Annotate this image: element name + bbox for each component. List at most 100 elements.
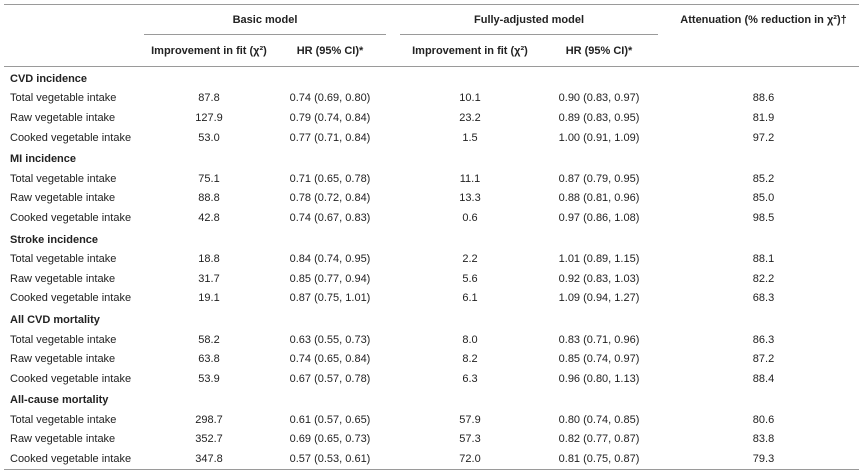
full-improvement-cell: 13.3 [459,192,481,205]
basic-improvement-cell: 87.8 [198,92,220,105]
gap-cell [658,349,668,369]
gap-cell [386,169,400,189]
basic-hr-cell: 0.63 (0.55, 0.73) [289,333,371,346]
header-fully-adjusted-model: Fully-adjusted model [400,4,659,35]
attenuation-cell: 86.3 [752,333,775,346]
row-label: Raw vegetable intake [10,272,116,285]
attenuation-cell: 79.3 [668,449,860,470]
basic-hr-cell: 0.87 (0.75, 1.01) [289,292,371,305]
attenuation-cell: 81.9 [752,111,775,124]
section-title: All-cause mortality [10,394,109,407]
table-row: Total vegetable intake 18.8 0.84 (0.74, 0.… [4,249,859,269]
gap-cell [386,208,400,228]
table-row: Cooked vegetable intake 42.8 0.74 (0.67, 0… [4,208,859,228]
basic-hr-cell: 0.84 (0.74, 0.95) [289,253,371,266]
full-improvement-cell: 0.6 [462,211,478,224]
attenuation-cell: 88.1 [752,253,775,266]
full-hr-cell: 1.09 (0.94, 1.27) [558,292,640,305]
full-improvement-cell: 6.1 [462,292,478,305]
attenuation-cell: 88.4 [752,372,775,385]
gap-cell [386,189,400,209]
gap-cell [658,269,668,289]
attenuation-cell: 97.2 [752,131,775,144]
row-label: Total vegetable intake [10,333,117,346]
gap-cell [386,128,400,148]
attenuation-cell: 83.8 [752,433,775,446]
full-hr-cell: 0.85 (0.74, 0.97) [558,353,640,366]
full-improvement-cell: 5.6 [462,272,478,285]
header-blank [4,4,144,35]
basic-hr-cell: 0.71 (0.65, 0.78) [289,172,371,185]
header-basic-improvement: Improvement in fit (χ²) [144,34,274,67]
table-header: Basic model Fully-adjusted model Attenua… [4,4,860,67]
basic-hr-cell: 0.74 (0.67, 0.83) [289,211,371,224]
header-gap [386,34,400,67]
full-improvement-cell: 23.2 [459,111,481,124]
full-improvement-cell: 57.9 [459,413,481,426]
section-row: CVD incidence [4,67,859,89]
full-improvement-cell: 8.0 [462,333,478,346]
full-hr-cell: 0.89 (0.83, 0.95) [558,111,640,124]
row-label: Raw vegetable intake [10,111,116,124]
row-label: Raw vegetable intake [10,433,116,446]
table-body: CVD incidence Total vegetable intake 87.8 0… [4,67,860,470]
header-blank [4,34,144,67]
full-hr-cell: 0.92 (0.83, 1.03) [558,272,640,285]
gap-cell [658,89,668,109]
table-row: Raw vegetable intake 352.7 0.69 (0.65, 0.7… [4,430,859,450]
table-row: Raw vegetable intake 88.8 0.78 (0.72, 0.84… [4,189,859,209]
basic-improvement-cell: 31.7 [198,272,220,285]
gap-cell [386,269,400,289]
row-label: Cooked vegetable intake [10,372,132,385]
gap-cell [658,189,668,209]
attenuation-cell: 85.2 [752,172,775,185]
header-gap [658,34,669,67]
gap-cell [386,89,400,109]
gap-cell [386,449,400,470]
table-row: Total vegetable intake 58.2 0.63 (0.55, 0.… [4,330,859,350]
row-label: Cooked vegetable intake [10,211,132,224]
section-row: All-cause mortality [4,389,859,411]
basic-improvement-cell: 298.7 [195,413,223,426]
gap-cell [658,449,669,470]
basic-improvement-cell: 127.9 [195,111,223,124]
header-gap [658,4,669,35]
basic-improvement-cell: 75.1 [198,172,220,185]
header-full-hr: HR (95% CI)* [540,34,659,67]
basic-hr-cell: 0.79 (0.74, 0.84) [289,111,371,124]
full-improvement-cell: 11.1 [459,172,481,185]
full-hr-cell: 0.90 (0.83, 0.97) [558,92,640,105]
row-label: Raw vegetable intake [10,192,116,205]
attenuation-cell: 87.2 [752,353,775,366]
full-improvement-cell: 1.5 [462,131,478,144]
gap-cell [386,289,400,309]
header-full-improvement: Improvement in fit (χ²) [400,34,540,67]
gap-cell [658,330,668,350]
basic-hr-cell: 0.74 (0.65, 0.84) [289,353,371,366]
gap-cell [386,410,400,430]
basic-hr-cell: 0.78 (0.72, 0.84) [289,192,371,205]
table-row: Cooked vegetable intake 347.8 0.57 (0.53, … [4,449,860,470]
basic-improvement-cell: 58.2 [198,333,220,346]
basic-improvement-cell: 53.9 [198,372,220,385]
row-label: Total vegetable intake [10,172,117,185]
row-label: Raw vegetable intake [10,353,116,366]
section-title: CVD incidence [10,72,88,85]
row-label: Cooked vegetable intake [4,449,144,470]
row-label: Cooked vegetable intake [10,292,132,305]
attenuation-cell: 98.5 [752,211,775,224]
table-row: Cooked vegetable intake 19.1 0.87 (0.75, 1… [4,289,859,309]
attenuation-cell: 88.6 [752,92,775,105]
row-label: Total vegetable intake [10,253,117,266]
full-improvement-cell: 2.2 [462,253,478,266]
basic-improvement-cell: 19.1 [198,292,220,305]
gap-cell [658,128,668,148]
gap-cell [386,108,400,128]
gap-cell [386,249,400,269]
full-hr-cell: 0.81 (0.75, 0.87) [540,449,659,470]
section-title: MI incidence [10,153,77,166]
gap-cell [658,108,668,128]
table-row: Total vegetable intake 75.1 0.71 (0.65, 0.… [4,169,859,189]
gap-cell [658,410,668,430]
table-row: Cooked vegetable intake 53.9 0.67 (0.57, 0… [4,369,859,389]
